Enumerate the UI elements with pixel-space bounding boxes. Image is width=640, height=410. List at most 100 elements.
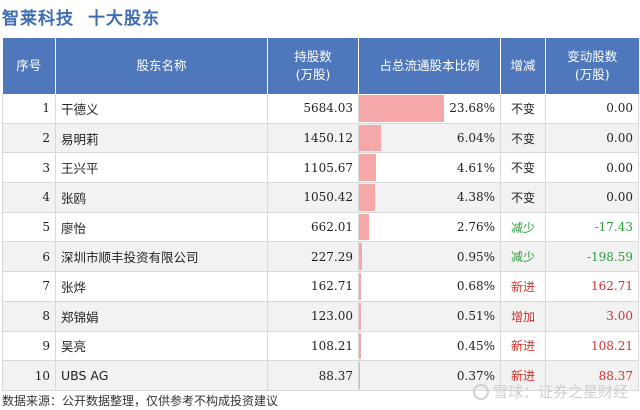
change-type-cell: 减少	[500, 212, 546, 243]
table-row: 4 张鸥 1050.42 4.38% 不变 0.00	[2, 182, 639, 213]
holder-name-cell: 廖怡	[55, 212, 268, 243]
change-type-cell: 不变	[500, 123, 546, 154]
holder-name-cell: 张鸥	[55, 182, 268, 213]
change-type-cell: 不变	[500, 182, 546, 213]
shares-cell: 108.21	[267, 331, 359, 362]
ratio-bar	[359, 302, 361, 330]
ratio-bar	[359, 95, 444, 122]
section-title: 十大股东	[88, 9, 160, 29]
change-type-cell: 新进	[500, 331, 546, 362]
change-type-cell: 增加	[500, 301, 546, 332]
brand-text: 雪球：证券之星财经	[492, 383, 628, 401]
ratio-cell: 4.61%	[358, 152, 501, 184]
table-row: 10 UBS AG 88.37 0.37% 新进 88.37	[2, 360, 639, 391]
table-row: 1 干德义 5684.03 23.68% 不变 0.00	[2, 94, 639, 124]
table-row: 2 易明莉 1450.12 6.04% 不变 0.00	[2, 123, 639, 154]
rank-cell: 8	[2, 301, 56, 332]
col-header-ratio: 占总流通股本比例	[358, 38, 501, 94]
shares-cell: 5684.03	[267, 94, 359, 124]
ratio-cell: 0.95%	[358, 241, 501, 273]
col-header-shares: 持股数 (万股)	[267, 38, 359, 94]
ratio-cell: 4.38%	[358, 182, 501, 213]
shares-cell: 123.00	[267, 301, 359, 332]
change-type-cell: 新进	[500, 360, 546, 391]
table-row: 5 廖怡 662.01 2.76% 减少 -17.43	[2, 212, 639, 243]
change-amount-cell: -198.59	[545, 241, 639, 273]
top-holders-table: 序号 股东名称 持股数 (万股) 占总流通股本比例 增减 变动股数 (万股) 1 干德…	[2, 38, 639, 391]
ratio-bar	[359, 213, 369, 241]
change-amount-cell: 0.00	[545, 94, 639, 124]
ratio-value: 0.95%	[456, 249, 495, 264]
ratio-cell: 6.04%	[358, 123, 501, 154]
table-row: 3 王兴平 1105.67 4.61% 不变 0.00	[2, 152, 639, 184]
ratio-value: 2.76%	[456, 220, 495, 235]
table-row: 8 郑锦娟 123.00 0.51% 增加 3.00	[2, 301, 639, 332]
ratio-cell: 0.51%	[358, 301, 501, 332]
holder-name-cell: UBS AG	[55, 360, 268, 391]
change-amount-cell: 0.00	[545, 152, 639, 184]
shares-cell: 88.37	[267, 360, 359, 391]
holder-name-cell: 郑锦娟	[55, 301, 268, 332]
shares-cell: 662.01	[267, 212, 359, 243]
col-header-rank: 序号	[2, 38, 56, 94]
change-amount-cell: -17.43	[545, 212, 639, 243]
table-header-row: 序号 股东名称 持股数 (万股) 占总流通股本比例 增减 变动股数 (万股)	[2, 38, 639, 94]
col-header-change: 变动股数 (万股)	[545, 38, 639, 94]
holder-name-cell: 深圳市顺丰投资有限公司	[55, 241, 268, 273]
holder-name-cell: 易明莉	[55, 123, 268, 154]
shares-cell: 1105.67	[267, 152, 359, 184]
shares-cell: 1050.42	[267, 182, 359, 213]
ratio-cell: 0.37%	[358, 360, 501, 391]
data-source-note: 数据来源：公开数据整理，仅供参考不构成投资建议	[2, 394, 279, 408]
col-header-name: 股东名称	[55, 38, 268, 94]
rank-cell: 7	[2, 271, 56, 302]
holder-name-cell: 张烨	[55, 271, 268, 302]
ratio-cell: 23.68%	[358, 94, 501, 124]
page-title: 智莱科技 十大股东	[2, 4, 160, 30]
ratio-cell: 0.45%	[358, 331, 501, 362]
ratio-value: 4.61%	[456, 160, 495, 175]
ratio-cell: 2.76%	[358, 212, 501, 243]
holder-name-cell: 吴亮	[55, 331, 268, 362]
holder-name-cell: 王兴平	[55, 152, 268, 184]
table-row: 7 张烨 162.71 0.68% 新进 162.71	[2, 271, 639, 302]
change-amount-cell: 88.37	[545, 360, 639, 391]
ratio-value: 0.45%	[456, 338, 495, 353]
change-type-cell: 不变	[500, 152, 546, 184]
table-row: 6 深圳市顺丰投资有限公司 227.29 0.95% 减少 -198.59	[2, 241, 639, 273]
ratio-value: 0.68%	[456, 279, 495, 294]
col-header-change-type: 增减	[500, 38, 546, 94]
shares-cell: 162.71	[267, 271, 359, 302]
ratio-bar	[359, 273, 361, 300]
rank-cell: 5	[2, 212, 56, 243]
shares-cell: 227.29	[267, 241, 359, 273]
rank-cell: 3	[2, 152, 56, 184]
change-amount-cell: 0.00	[545, 182, 639, 213]
holder-name-cell: 干德义	[55, 94, 268, 124]
ratio-bar	[359, 184, 375, 211]
ratio-value: 23.68%	[449, 101, 495, 116]
rank-cell: 1	[2, 94, 56, 124]
ratio-bar	[359, 154, 376, 182]
change-type-cell: 新进	[500, 271, 546, 302]
ratio-value: 6.04%	[456, 131, 495, 146]
change-type-cell: 减少	[500, 241, 546, 273]
snowball-logo-icon	[472, 383, 489, 400]
change-amount-cell: 3.00	[545, 301, 639, 332]
rank-cell: 9	[2, 331, 56, 362]
ratio-bar	[359, 332, 361, 360]
ratio-value: 0.37%	[456, 368, 495, 383]
rank-cell: 10	[2, 360, 56, 391]
ratio-bar	[359, 243, 362, 271]
change-amount-cell: 0.00	[545, 123, 639, 154]
shares-cell: 1450.12	[267, 123, 359, 154]
rank-cell: 2	[2, 123, 56, 154]
ratio-bar	[359, 124, 381, 152]
ratio-value: 0.51%	[456, 309, 495, 324]
change-amount-cell: 108.21	[545, 331, 639, 362]
rank-cell: 6	[2, 241, 56, 273]
ratio-bar	[359, 362, 360, 389]
ratio-cell: 0.68%	[358, 271, 501, 302]
ratio-value: 4.38%	[456, 190, 495, 205]
change-amount-cell: 162.71	[545, 271, 639, 302]
